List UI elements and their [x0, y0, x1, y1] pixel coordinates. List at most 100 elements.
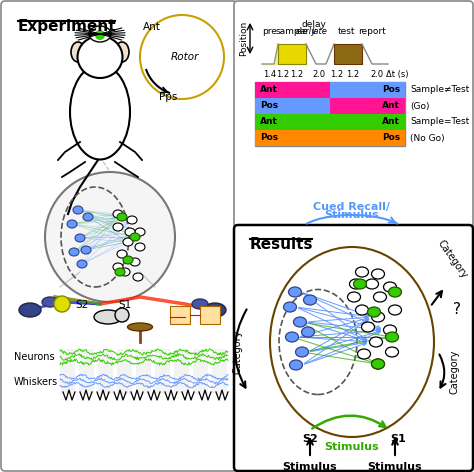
- Ellipse shape: [303, 295, 317, 305]
- Bar: [136, 349, 151, 394]
- Ellipse shape: [204, 303, 226, 317]
- Ellipse shape: [127, 216, 137, 224]
- Ellipse shape: [290, 360, 302, 370]
- Text: Ant: Ant: [260, 85, 278, 94]
- Ellipse shape: [270, 247, 434, 437]
- Ellipse shape: [117, 250, 127, 258]
- Text: S1: S1: [118, 300, 132, 310]
- Text: Pps: Pps: [159, 92, 177, 102]
- Ellipse shape: [94, 310, 122, 324]
- Bar: [334, 44, 362, 64]
- Bar: [330, 114, 405, 130]
- Text: Stimulus: Stimulus: [283, 462, 337, 472]
- Ellipse shape: [367, 307, 381, 317]
- Ellipse shape: [365, 279, 379, 289]
- Ellipse shape: [75, 234, 85, 242]
- Ellipse shape: [69, 248, 79, 256]
- Ellipse shape: [372, 359, 384, 369]
- Ellipse shape: [362, 322, 374, 332]
- FancyBboxPatch shape: [234, 1, 473, 228]
- Ellipse shape: [81, 246, 91, 254]
- Ellipse shape: [295, 347, 309, 357]
- Text: (Go): (Go): [410, 101, 429, 110]
- Text: Whiskers: Whiskers: [14, 377, 58, 387]
- Ellipse shape: [133, 273, 143, 281]
- Text: 1.4: 1.4: [264, 70, 276, 79]
- Ellipse shape: [128, 323, 153, 331]
- Bar: [330, 98, 405, 114]
- Text: Ant: Ant: [382, 101, 400, 110]
- Ellipse shape: [78, 36, 122, 78]
- Ellipse shape: [389, 287, 401, 297]
- Ellipse shape: [117, 213, 127, 221]
- Ellipse shape: [289, 287, 301, 297]
- Bar: [278, 44, 306, 64]
- Ellipse shape: [374, 292, 386, 302]
- Text: S1: S1: [390, 434, 406, 444]
- Text: Stimulus: Stimulus: [325, 442, 379, 452]
- Ellipse shape: [115, 268, 125, 276]
- Bar: [212, 349, 227, 394]
- Ellipse shape: [67, 220, 77, 228]
- Ellipse shape: [285, 332, 299, 342]
- Ellipse shape: [77, 260, 87, 268]
- Ellipse shape: [125, 228, 135, 236]
- FancyBboxPatch shape: [200, 306, 220, 324]
- Bar: [255, 130, 330, 146]
- Text: Category: Category: [435, 238, 469, 280]
- Bar: [98, 349, 113, 394]
- Ellipse shape: [283, 302, 297, 312]
- Ellipse shape: [73, 206, 83, 214]
- Ellipse shape: [370, 337, 383, 347]
- Ellipse shape: [385, 332, 399, 342]
- Ellipse shape: [135, 228, 145, 236]
- Text: Cued Recall/: Cued Recall/: [313, 202, 391, 212]
- Ellipse shape: [83, 213, 93, 221]
- Wedge shape: [54, 296, 70, 312]
- Bar: [255, 82, 330, 98]
- Ellipse shape: [347, 292, 361, 302]
- Ellipse shape: [385, 347, 399, 357]
- Ellipse shape: [123, 238, 133, 246]
- Ellipse shape: [70, 65, 130, 160]
- Bar: [117, 349, 132, 394]
- Text: 1.2: 1.2: [346, 70, 360, 79]
- Text: Results: Results: [250, 237, 313, 252]
- Text: Δt (s): Δt (s): [386, 70, 408, 79]
- Circle shape: [115, 308, 129, 322]
- Text: Pos: Pos: [382, 134, 400, 143]
- Bar: [255, 114, 330, 130]
- Ellipse shape: [372, 269, 384, 279]
- Ellipse shape: [113, 263, 123, 271]
- Bar: [330, 130, 405, 146]
- Ellipse shape: [389, 305, 401, 315]
- Text: Ant: Ant: [143, 22, 161, 32]
- Text: 1.2: 1.2: [330, 70, 344, 79]
- Ellipse shape: [192, 299, 208, 309]
- Ellipse shape: [115, 42, 129, 62]
- Ellipse shape: [120, 268, 130, 276]
- Ellipse shape: [357, 349, 371, 359]
- Text: late: late: [312, 27, 328, 36]
- Text: S2: S2: [302, 434, 318, 444]
- Ellipse shape: [354, 279, 366, 289]
- Ellipse shape: [89, 26, 111, 42]
- Ellipse shape: [356, 267, 368, 277]
- Ellipse shape: [383, 282, 396, 292]
- Circle shape: [45, 172, 175, 302]
- FancyBboxPatch shape: [1, 1, 237, 471]
- Ellipse shape: [135, 243, 145, 251]
- Ellipse shape: [356, 305, 368, 315]
- Text: Category: Category: [450, 350, 460, 394]
- Ellipse shape: [383, 325, 396, 335]
- Text: S2: S2: [75, 300, 89, 310]
- Text: (No Go): (No Go): [410, 134, 445, 143]
- Ellipse shape: [113, 210, 123, 218]
- Bar: [174, 349, 189, 394]
- Text: sample: sample: [275, 27, 309, 36]
- Ellipse shape: [301, 327, 315, 337]
- Ellipse shape: [19, 303, 41, 317]
- Text: Pos: Pos: [382, 85, 400, 94]
- Text: delay: delay: [301, 20, 327, 29]
- Text: Pos: Pos: [260, 101, 278, 110]
